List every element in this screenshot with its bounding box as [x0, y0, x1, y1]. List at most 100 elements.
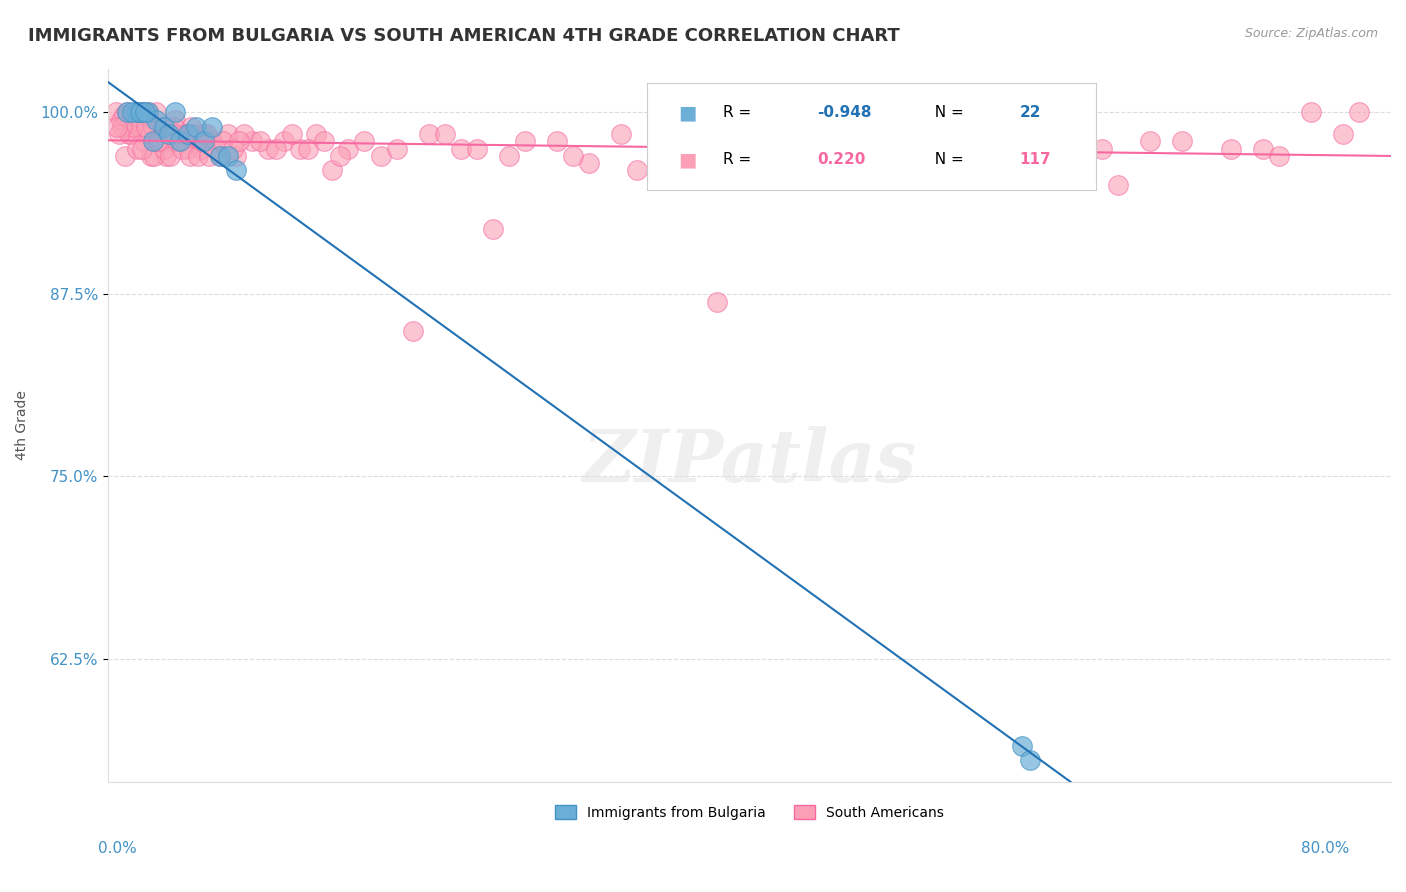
Point [179, 149, 201, 163]
Point [931, 134, 953, 148]
Text: IMMIGRANTS FROM BULGARIA VS SOUTH AMERICAN 4TH GRADE CORRELATION CHART: IMMIGRANTS FROM BULGARIA VS SOUTH AMERIC… [28, 27, 900, 45]
Point [176, 127, 198, 141]
Point [1219, 142, 1241, 156]
Point [281, 127, 304, 141]
Point [132, 134, 155, 148]
Point [170, 142, 193, 156]
Point [513, 134, 536, 148]
Point [818, 134, 841, 148]
Point [115, 105, 138, 120]
Point [212, 134, 235, 148]
Point [148, 134, 170, 148]
Point [124, 105, 146, 120]
Point [134, 108, 156, 122]
Point [145, 112, 167, 127]
Point [204, 142, 226, 156]
Point [156, 127, 179, 141]
Point [163, 127, 186, 141]
Point [249, 134, 271, 148]
Point [1139, 134, 1161, 148]
Point [159, 149, 181, 163]
Point [134, 105, 156, 120]
Point [1251, 142, 1274, 156]
Point [626, 163, 648, 178]
Legend: Immigrants from Bulgaria, South Americans: Immigrants from Bulgaria, South American… [550, 799, 949, 825]
Point [297, 142, 319, 156]
Text: ZIPatlas: ZIPatlas [582, 425, 917, 497]
Point [498, 149, 520, 163]
Point [135, 120, 157, 134]
Point [578, 156, 600, 170]
Point [193, 127, 215, 141]
Point [104, 105, 127, 120]
Point [738, 142, 761, 156]
Point [125, 105, 148, 120]
Point [195, 127, 218, 141]
Point [898, 127, 921, 141]
Point [314, 134, 336, 148]
Point [233, 127, 256, 141]
Point [142, 120, 165, 134]
Point [546, 134, 568, 148]
Point [201, 120, 224, 134]
Point [370, 149, 392, 163]
Point [180, 120, 202, 134]
Point [198, 149, 221, 163]
Point [131, 105, 153, 120]
Point [228, 134, 250, 148]
Point [121, 105, 143, 120]
Point [385, 142, 408, 156]
Point [107, 120, 129, 134]
Point [465, 142, 488, 156]
Point [177, 127, 200, 141]
Point [562, 149, 585, 163]
Point [125, 142, 148, 156]
Point [209, 149, 232, 163]
Point [136, 105, 159, 120]
Point [225, 163, 247, 178]
Point [353, 134, 375, 148]
Y-axis label: 4th Grade: 4th Grade [15, 391, 30, 460]
Point [273, 134, 295, 148]
Point [240, 134, 263, 148]
Point [127, 112, 149, 127]
Point [1011, 127, 1033, 141]
Point [209, 149, 232, 163]
Point [690, 142, 713, 156]
Point [112, 108, 135, 122]
Point [1299, 105, 1322, 120]
Point [111, 120, 134, 134]
Point [187, 149, 209, 163]
Point [165, 112, 187, 127]
Point [131, 105, 153, 120]
Point [222, 142, 245, 156]
Point [610, 127, 633, 141]
Point [184, 120, 207, 134]
Point [321, 163, 343, 178]
Point [191, 134, 214, 148]
Point [418, 127, 440, 141]
Point [1107, 178, 1129, 192]
Text: Source: ZipAtlas.com: Source: ZipAtlas.com [1244, 27, 1378, 40]
Point [706, 294, 728, 309]
Point [165, 105, 187, 120]
Point [157, 127, 180, 141]
Point [145, 105, 167, 120]
Point [305, 127, 328, 141]
Point [139, 149, 162, 163]
Point [160, 134, 183, 148]
Point [118, 127, 141, 141]
Point [143, 149, 166, 163]
Point [169, 134, 191, 148]
Point [979, 149, 1001, 163]
Point [337, 142, 360, 156]
Point [162, 120, 184, 134]
Point [129, 105, 152, 120]
Point [866, 134, 889, 148]
Point [770, 134, 793, 148]
Point [153, 142, 176, 156]
Point [110, 112, 132, 127]
Point [225, 149, 247, 163]
Point [1348, 105, 1371, 120]
Point [146, 134, 169, 148]
